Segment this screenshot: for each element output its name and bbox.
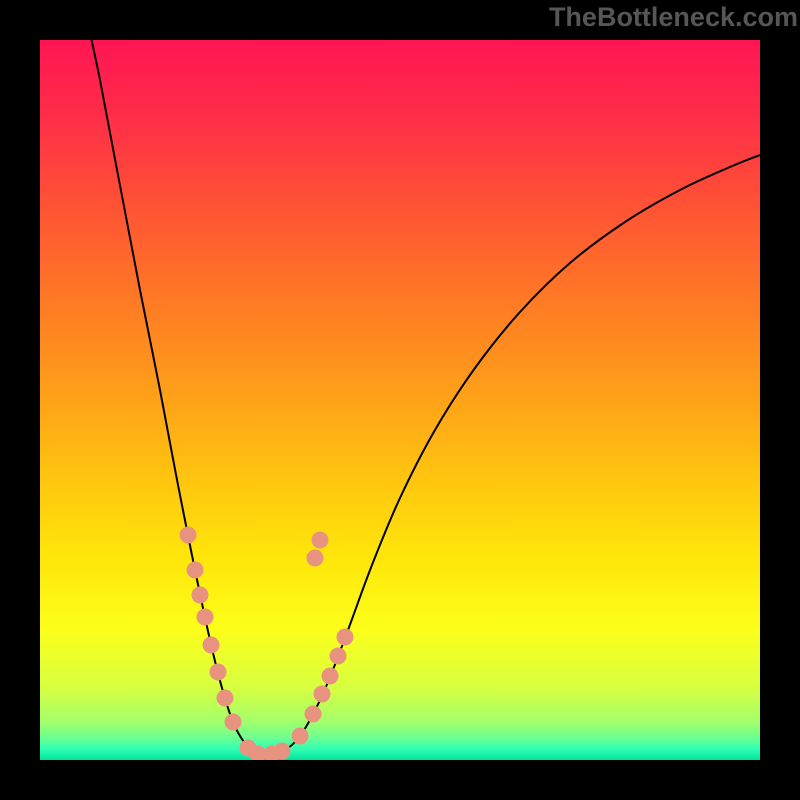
- data-marker: [192, 587, 209, 604]
- data-marker: [312, 532, 329, 549]
- chart-plot-area: [40, 40, 760, 760]
- data-marker: [292, 728, 309, 745]
- data-marker: [187, 562, 204, 579]
- data-marker: [217, 690, 234, 707]
- data-marker: [180, 527, 197, 544]
- data-marker: [330, 648, 347, 665]
- data-marker: [314, 686, 331, 703]
- data-marker: [337, 629, 354, 646]
- watermark-text: TheBottleneck.com: [549, 2, 798, 33]
- data-marker: [305, 706, 322, 723]
- data-marker: [307, 550, 324, 567]
- data-marker: [322, 668, 339, 685]
- data-marker: [274, 743, 291, 760]
- data-marker: [203, 637, 220, 654]
- data-marker: [197, 609, 214, 626]
- data-marker: [225, 714, 242, 731]
- chart-background: [40, 40, 760, 760]
- chart-svg: [40, 40, 760, 760]
- data-marker: [210, 664, 227, 681]
